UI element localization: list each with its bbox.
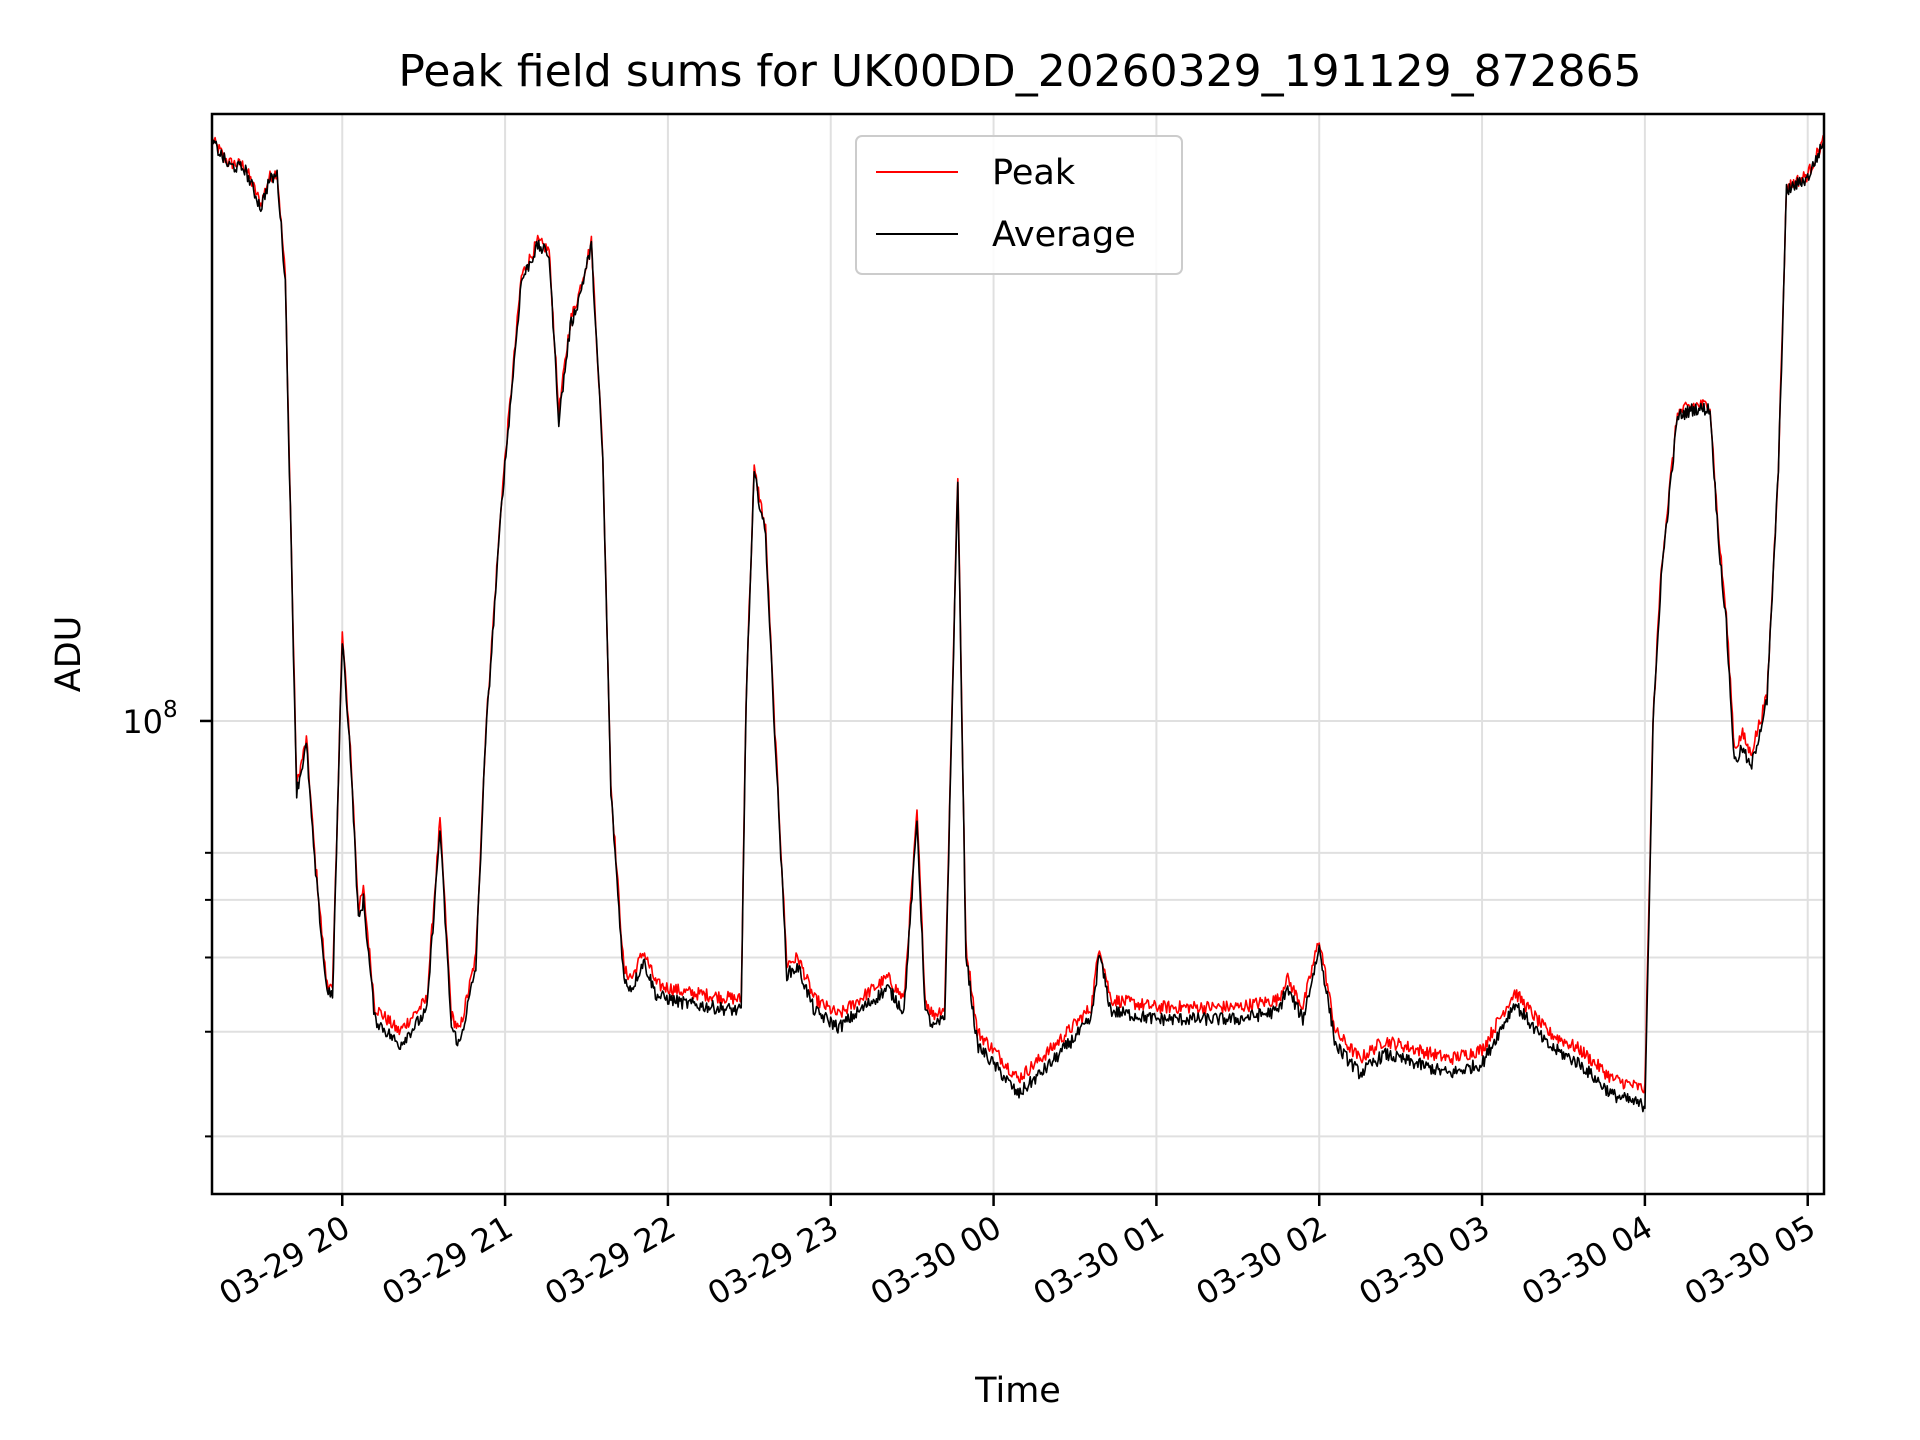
plot-frame: [210, 112, 1826, 1196]
legend-box: [855, 135, 1183, 275]
chart-title: Peak field sums for UK00DD_20260329_1911…: [398, 46, 1641, 97]
y-tick-label-exponent: 8: [163, 697, 178, 723]
grid-lines: [212, 114, 1824, 1194]
y-tick-label: 108: [122, 697, 177, 741]
plot-area: [212, 114, 1824, 1194]
series-layer: [212, 134, 1824, 1113]
y-axis-label: ADU: [49, 616, 89, 693]
series-line-average: [212, 134, 1824, 1113]
legend-label-average: Average: [992, 215, 1136, 255]
legend: Peak Average: [855, 135, 1183, 275]
y-tick-label-base: 10: [122, 703, 163, 741]
x-axis-label: Time: [974, 1371, 1061, 1411]
y-axis: 108: [122, 697, 212, 1138]
legend-label-peak: Peak: [992, 153, 1076, 193]
